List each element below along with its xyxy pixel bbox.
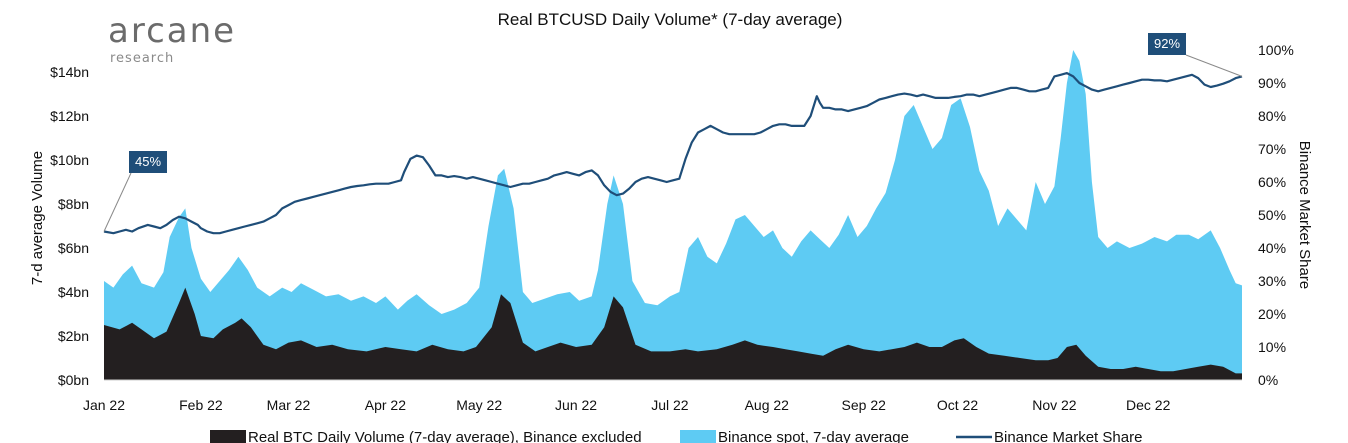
y-axis-ticks: $0bn $2bn $4bn $6bn $8bn $10bn $12bn $14bn xyxy=(50,64,89,388)
logo-subtext: research xyxy=(110,51,174,66)
callout-leader xyxy=(103,172,132,232)
x-tick-label: Nov 22 xyxy=(1032,397,1077,413)
y2-tick-label: 40% xyxy=(1258,240,1286,256)
legend-label-binance-spot: Binance spot, 7-day average xyxy=(718,429,909,443)
callout-leader xyxy=(1185,54,1243,77)
y-tick-label: $12bn xyxy=(50,108,89,124)
y2-tick-label: 80% xyxy=(1258,108,1286,124)
y2-tick-label: 90% xyxy=(1258,75,1286,91)
callout-box xyxy=(1148,33,1186,55)
legend-item-market-share: Binance Market Share xyxy=(956,429,1142,443)
y-tick-label: $4bn xyxy=(58,284,89,300)
y2-axis-ticks: 0% 10% 20% 30% 40% 50% 60% 70% 80% 90% 100% xyxy=(1258,42,1294,388)
y-tick-label: $0bn xyxy=(58,372,89,388)
x-axis-ticks: Jan 22 Feb 22 Mar 22 Apr 22 May 22 Jun 22 Jul … xyxy=(83,397,1171,413)
y-axis-title: 7-d average Volume xyxy=(29,151,46,285)
legend-item-binance-spot: Binance spot, 7-day average xyxy=(680,429,909,443)
callout-label: 92% xyxy=(1154,36,1180,51)
series-area-real-volume xyxy=(104,287,1242,380)
x-tick-label: Jun 22 xyxy=(555,397,597,413)
x-tick-label: Apr 22 xyxy=(365,397,406,413)
chart-title: Real BTCUSD Daily Volume* (7-day average… xyxy=(498,10,843,29)
series-area-binance-spot xyxy=(104,50,1242,380)
y-tick-label: $2bn xyxy=(58,328,89,344)
x-tick-label: Oct 22 xyxy=(937,397,978,413)
x-tick-label: Mar 22 xyxy=(267,397,311,413)
logo: arcane research xyxy=(108,11,236,66)
legend-swatch-real-volume xyxy=(210,430,246,443)
callouts: 45% 92% xyxy=(103,33,1243,232)
callout-label: 45% xyxy=(135,154,161,169)
x-tick-label: Jan 22 xyxy=(83,397,125,413)
logo-text: arcane xyxy=(108,11,236,51)
y2-axis-title: Binance Market Share xyxy=(1296,141,1313,289)
y2-tick-label: 10% xyxy=(1258,339,1286,355)
x-tick-label: Feb 22 xyxy=(179,397,223,413)
series-line-market-share xyxy=(103,72,1243,235)
x-tick-label: Jul 22 xyxy=(651,397,689,413)
y2-tick-label: 0% xyxy=(1258,372,1278,388)
x-tick-label: Dec 22 xyxy=(1126,397,1171,413)
x-tick-label: Aug 22 xyxy=(745,397,790,413)
y-tick-label: $6bn xyxy=(58,240,89,256)
y2-tick-label: 20% xyxy=(1258,306,1286,322)
x-tick-label: Sep 22 xyxy=(842,397,887,413)
legend: Real BTC Daily Volume (7-day average), B… xyxy=(210,429,1142,443)
legend-item-real-volume: Real BTC Daily Volume (7-day average), B… xyxy=(210,429,642,443)
legend-swatch-binance-spot xyxy=(680,430,716,443)
y2-tick-label: 70% xyxy=(1258,141,1286,157)
legend-label-real-volume: Real BTC Daily Volume (7-day average), B… xyxy=(248,429,642,443)
y2-tick-label: 60% xyxy=(1258,174,1286,190)
legend-label-market-share: Binance Market Share xyxy=(994,429,1142,443)
callout-box xyxy=(129,151,167,173)
y2-tick-label: 50% xyxy=(1258,207,1286,223)
y2-tick-label: 30% xyxy=(1258,273,1286,289)
y-tick-label: $14bn xyxy=(50,64,89,80)
y2-tick-label: 100% xyxy=(1258,42,1294,58)
x-tick-label: May 22 xyxy=(456,397,502,413)
plot-area xyxy=(103,50,1243,380)
y-tick-label: $10bn xyxy=(50,152,89,168)
y-tick-label: $8bn xyxy=(58,196,89,212)
